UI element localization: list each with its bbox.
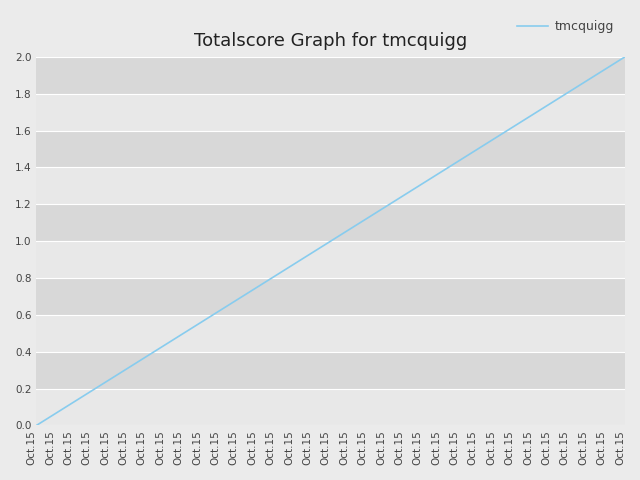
tmcquigg: [456, 157, 463, 163]
Bar: [36, 278, 625, 315]
tmcquigg: [603, 65, 611, 71]
Bar: [36, 388, 625, 425]
tmcquigg: [180, 330, 188, 336]
Bar: [36, 204, 625, 241]
tmcquigg: [327, 238, 335, 244]
tmcquigg: [235, 296, 243, 301]
tmcquigg: [308, 250, 316, 255]
Line: tmcquigg: tmcquigg: [36, 57, 625, 425]
tmcquigg: [69, 399, 77, 405]
tmcquigg: [419, 180, 426, 186]
tmcquigg: [33, 422, 40, 428]
tmcquigg: [253, 284, 261, 290]
Bar: [36, 131, 625, 168]
Bar: [36, 352, 625, 388]
tmcquigg: [621, 54, 629, 60]
tmcquigg: [511, 123, 518, 129]
Bar: [36, 94, 625, 131]
Bar: [36, 315, 625, 352]
Bar: [36, 168, 625, 204]
tmcquigg: [88, 388, 95, 394]
tmcquigg: [364, 215, 371, 221]
tmcquigg: [492, 134, 500, 140]
tmcquigg: [143, 353, 150, 359]
tmcquigg: [566, 88, 573, 94]
tmcquigg: [401, 192, 408, 198]
tmcquigg: [290, 261, 298, 267]
tmcquigg: [437, 169, 445, 175]
Bar: [36, 241, 625, 278]
tmcquigg: [51, 411, 59, 417]
tmcquigg: [584, 77, 592, 83]
tmcquigg: [161, 342, 169, 348]
Title: Totalscore Graph for tmcquigg: Totalscore Graph for tmcquigg: [194, 32, 467, 50]
tmcquigg: [272, 273, 280, 278]
tmcquigg: [474, 146, 482, 152]
Legend: tmcquigg: tmcquigg: [512, 15, 619, 38]
tmcquigg: [346, 227, 353, 232]
tmcquigg: [125, 365, 132, 371]
tmcquigg: [382, 204, 390, 209]
tmcquigg: [106, 376, 114, 382]
tmcquigg: [198, 319, 206, 324]
tmcquigg: [529, 111, 537, 117]
tmcquigg: [548, 100, 556, 106]
Bar: [36, 57, 625, 94]
tmcquigg: [216, 307, 224, 313]
